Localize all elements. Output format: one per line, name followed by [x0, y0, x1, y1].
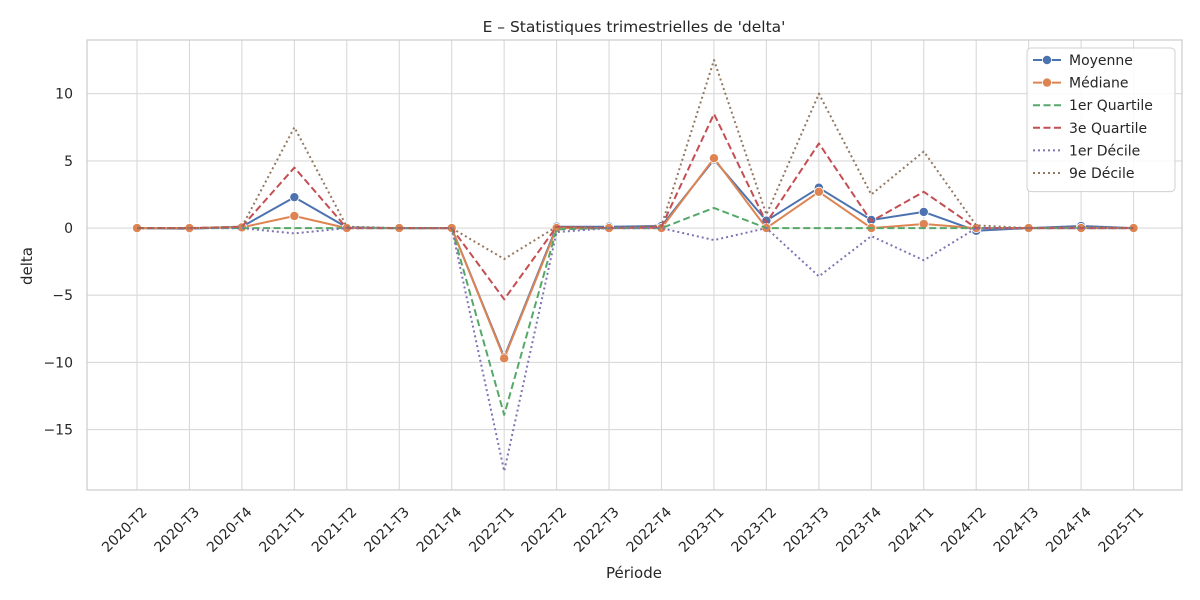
legend-label: 9e Décile: [1069, 166, 1134, 182]
y-tick-label: −5: [52, 288, 73, 304]
chart-title: E – Statistiques trimestrielles de 'delt…: [483, 18, 786, 36]
legend-marker: [1042, 55, 1053, 66]
data-point: [289, 192, 300, 203]
legend: Moyenne Médiane 1er Quartile 3e Quartile 1er…: [1026, 47, 1176, 193]
series-line: [137, 59, 1134, 260]
legend-entry: Moyenne: [1033, 53, 1133, 69]
y-tick-label: 0: [64, 221, 73, 237]
series-layer: [131, 59, 1139, 473]
y-axis-title: delta: [18, 247, 36, 285]
legend-label: Moyenne: [1069, 53, 1133, 69]
legend-entry: 1er Décile: [1033, 143, 1140, 159]
data-point: [708, 153, 719, 164]
y-tick-label: 5: [64, 154, 73, 170]
legend-entry: 1er Quartile: [1033, 98, 1153, 114]
series-6: [137, 59, 1134, 260]
data-point: [289, 210, 300, 221]
y-tick-label: 10: [55, 87, 73, 103]
legend-marker: [1042, 77, 1053, 88]
series-5: [137, 227, 1134, 473]
legend-label: 1er Décile: [1069, 143, 1140, 159]
legend-label: 1er Quartile: [1069, 98, 1153, 114]
legend-label: Médiane: [1069, 76, 1129, 92]
y-axis-ticks: −15 −10 −5 0 5 10: [43, 87, 73, 439]
data-point: [499, 353, 510, 364]
legend-entry: 9e Décile: [1033, 166, 1134, 182]
plot-frame: [86, 39, 1183, 491]
legend-entry: Médiane: [1033, 76, 1129, 92]
x-axis-title: Période: [606, 564, 662, 582]
legend-box: [1026, 47, 1176, 193]
series-line: [137, 227, 1134, 473]
y-tick-label: −15: [43, 423, 73, 439]
legend-entry: 3e Quartile: [1033, 121, 1147, 137]
data-point: [918, 206, 929, 217]
data-point: [813, 186, 824, 197]
legend-label: 3e Quartile: [1069, 121, 1147, 137]
y-tick-label: −10: [43, 355, 73, 371]
